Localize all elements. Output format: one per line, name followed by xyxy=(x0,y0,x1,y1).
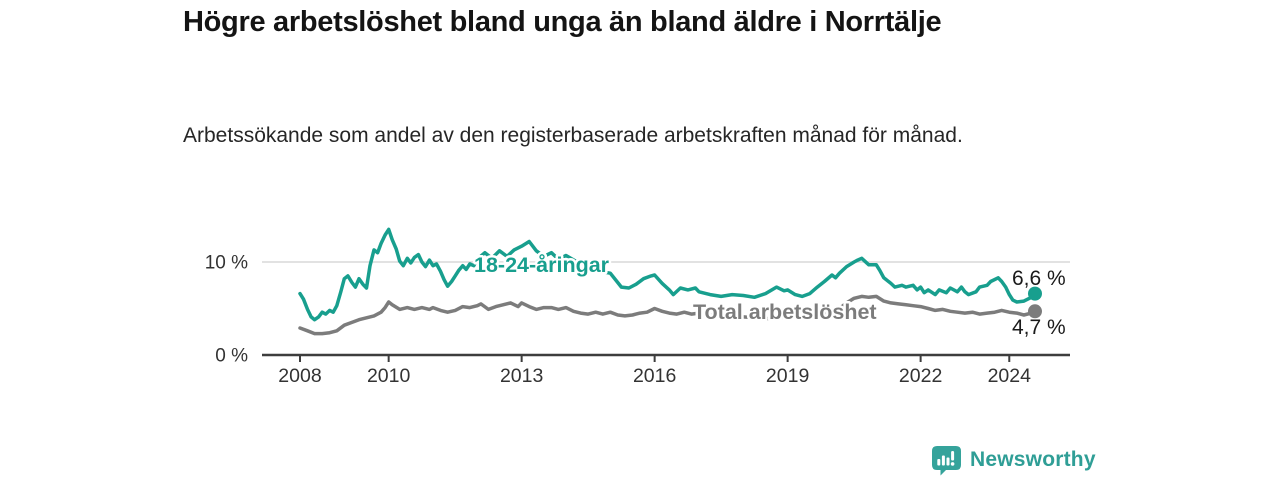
newsworthy-logo-icon xyxy=(932,445,961,475)
x-axis-label-2022: 2022 xyxy=(899,365,942,387)
x-axis-label-2013: 2013 xyxy=(500,365,543,387)
x-axis-label-2008: 2008 xyxy=(278,365,321,387)
series-label-total: Total arbetslöshet xyxy=(693,300,877,324)
x-axis-label-2010: 2010 xyxy=(367,365,411,387)
newsworthy-logo: Newsworthy xyxy=(931,444,1096,476)
y-axis-label-10: 10 % xyxy=(205,253,248,274)
page-title: Högre arbetslöshet bland unga än bland ä… xyxy=(183,6,942,38)
series-end-dot-total xyxy=(1027,304,1042,319)
x-axis-label-2024: 2024 xyxy=(988,365,1032,387)
series-line-total xyxy=(298,294,1037,336)
newsworthy-logo-text: Newsworthy xyxy=(970,448,1096,471)
chart-subtitle: Arbetssökande som andel av den registerb… xyxy=(183,124,963,147)
series-end-value-youth: 6,6 % xyxy=(1012,267,1066,290)
series-label-youth: 18-24-åringar xyxy=(474,253,610,277)
series-line-youth xyxy=(298,227,1037,322)
x-axis-label-2019: 2019 xyxy=(766,365,809,387)
x-axis-label-2016: 2016 xyxy=(633,365,676,387)
series-end-value-total: 4,7 % xyxy=(1012,316,1066,339)
series-end-dot-youth xyxy=(1027,286,1042,301)
y-axis-label-0: 0 % xyxy=(215,346,248,367)
